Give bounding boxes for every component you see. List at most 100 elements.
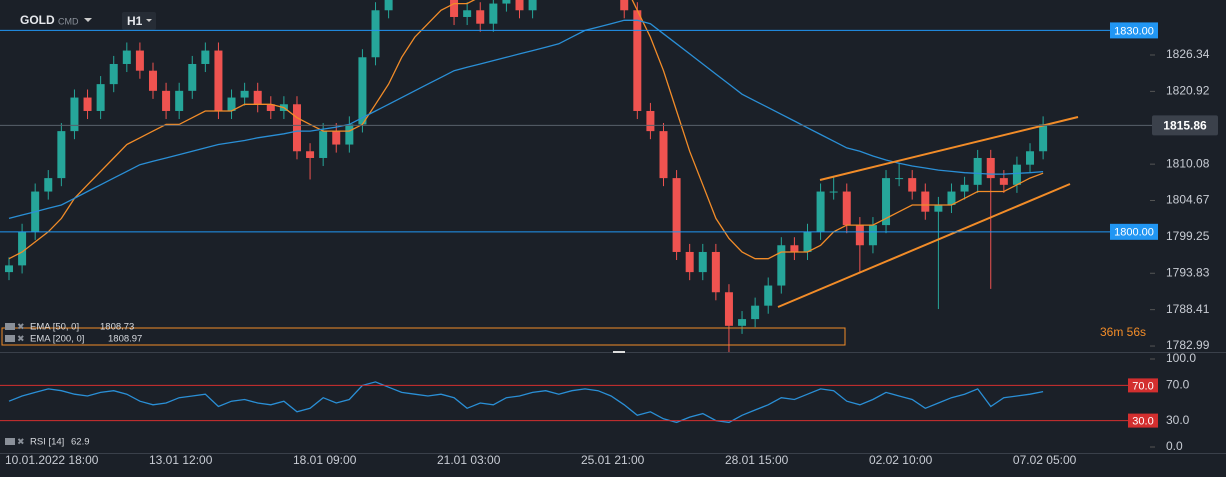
candle-body bbox=[528, 0, 537, 11]
price-pane bbox=[5, 0, 1048, 352]
candle-body bbox=[57, 131, 66, 179]
rsi-level-label: 70.0 bbox=[1132, 380, 1153, 392]
candle-body bbox=[96, 84, 105, 111]
candle-body bbox=[1026, 151, 1035, 165]
candle-body bbox=[777, 245, 786, 286]
candle-body bbox=[711, 251, 720, 293]
channel-upper bbox=[819, 116, 1079, 181]
channel-lower bbox=[777, 183, 1071, 308]
x-tick-label: 18.01 09:00 bbox=[293, 453, 357, 467]
candle-body bbox=[227, 97, 236, 111]
candle-body bbox=[70, 97, 79, 132]
candle-body bbox=[240, 90, 249, 98]
toolbar: GOLD CMD H1 bbox=[20, 12, 156, 30]
candle-body bbox=[1012, 164, 1021, 185]
legend-x: ✖ bbox=[17, 333, 25, 343]
candle-body bbox=[646, 110, 655, 132]
candle-body bbox=[450, 0, 459, 17]
legend-icon bbox=[5, 335, 15, 342]
candle-body bbox=[882, 178, 891, 226]
candle-body bbox=[738, 319, 747, 326]
last-price-box bbox=[1152, 115, 1218, 136]
symbol[interactable]: GOLD bbox=[20, 13, 55, 27]
candle-body bbox=[148, 70, 157, 91]
x-tick-label: 13.01 12:00 bbox=[149, 453, 213, 467]
candle-body bbox=[960, 184, 969, 192]
legend-value: 1808.97 bbox=[108, 334, 142, 345]
last-price-label: 1815.86 bbox=[1163, 119, 1207, 133]
timeframe-dropdown[interactable] bbox=[146, 19, 152, 22]
rsi-tick-label: 100.0 bbox=[1166, 351, 1196, 365]
candle-body bbox=[253, 90, 262, 105]
x-tick-label: 25.01 21:00 bbox=[581, 453, 645, 467]
candle-body bbox=[790, 245, 799, 252]
pane-handle[interactable] bbox=[613, 351, 625, 353]
candle-body bbox=[384, 0, 393, 11]
level-label-box bbox=[1110, 223, 1158, 240]
candle-body bbox=[803, 231, 812, 252]
candle-body bbox=[345, 124, 354, 145]
y-tick-label: 1799.25 bbox=[1166, 229, 1210, 243]
candle-body bbox=[188, 63, 197, 91]
candle-body bbox=[476, 10, 485, 24]
symbol-dropdown[interactable] bbox=[84, 18, 92, 22]
legend-value: 1808.73 bbox=[100, 322, 134, 333]
candle-body bbox=[515, 0, 524, 11]
candle-body bbox=[214, 50, 223, 111]
candle-body bbox=[489, 3, 498, 24]
candle-body bbox=[816, 191, 825, 232]
rsi-tick-label: 0.0 bbox=[1166, 439, 1183, 453]
rsi-tick-label: 70.0 bbox=[1166, 378, 1190, 392]
candle-body bbox=[934, 204, 943, 212]
candle-body bbox=[5, 265, 13, 273]
candle-body bbox=[908, 178, 917, 192]
rsi-tick-label: 30.0 bbox=[1166, 413, 1190, 427]
candle-body bbox=[18, 231, 27, 266]
timeframe[interactable]: H1 bbox=[127, 14, 143, 28]
ema-line bbox=[8, 19, 1044, 220]
candle-body bbox=[764, 285, 773, 306]
symbol-type: CMD bbox=[58, 16, 79, 26]
y-tick-label: 1810.08 bbox=[1166, 156, 1210, 170]
rsi-legend-name: RSI [14] bbox=[30, 437, 64, 448]
candle-body bbox=[829, 191, 838, 193]
candle-body bbox=[332, 131, 341, 145]
legend-icon bbox=[5, 323, 15, 330]
y-tick-label: 1793.83 bbox=[1166, 265, 1210, 279]
y-tick-label: 1826.34 bbox=[1166, 47, 1210, 61]
x-tick-label: 10.01.2022 18:00 bbox=[5, 453, 99, 467]
candle-body bbox=[306, 151, 315, 158]
rsi-pane bbox=[8, 381, 1044, 424]
candle-body bbox=[842, 191, 851, 226]
candle-body bbox=[659, 131, 668, 179]
x-tick-label: 21.01 03:00 bbox=[437, 453, 501, 467]
rsi-legend-icon bbox=[5, 438, 15, 445]
x-tick-label: 02.02 10:00 bbox=[869, 453, 933, 467]
level-label-box bbox=[1110, 22, 1158, 39]
candle-body bbox=[672, 178, 681, 252]
legend-name: EMA [200, 0] bbox=[30, 334, 84, 345]
y-tick-label: 1782.99 bbox=[1166, 338, 1210, 352]
candle-body bbox=[1039, 124, 1048, 152]
legend-highlight bbox=[1, 327, 846, 346]
candle-body bbox=[868, 225, 877, 246]
timeframe-button[interactable] bbox=[122, 12, 156, 30]
rsi-level-box bbox=[1128, 413, 1158, 428]
candle-body bbox=[633, 10, 642, 111]
candle-body bbox=[175, 90, 184, 111]
ema-line bbox=[8, 0, 1044, 260]
candle-body bbox=[109, 63, 118, 85]
candle-body bbox=[502, 0, 511, 4]
candle-body bbox=[999, 178, 1008, 185]
channel bbox=[777, 116, 1079, 308]
x-tick-label: 28.01 15:00 bbox=[725, 453, 789, 467]
x-tick-label: 07.02 05:00 bbox=[1013, 453, 1077, 467]
candle-body bbox=[724, 292, 733, 326]
y-tick-label: 1820.92 bbox=[1166, 84, 1210, 98]
candle-body bbox=[319, 131, 328, 158]
candle-body bbox=[292, 104, 301, 152]
y-tick-label: 1804.67 bbox=[1166, 193, 1210, 207]
candle-body bbox=[463, 10, 472, 17]
